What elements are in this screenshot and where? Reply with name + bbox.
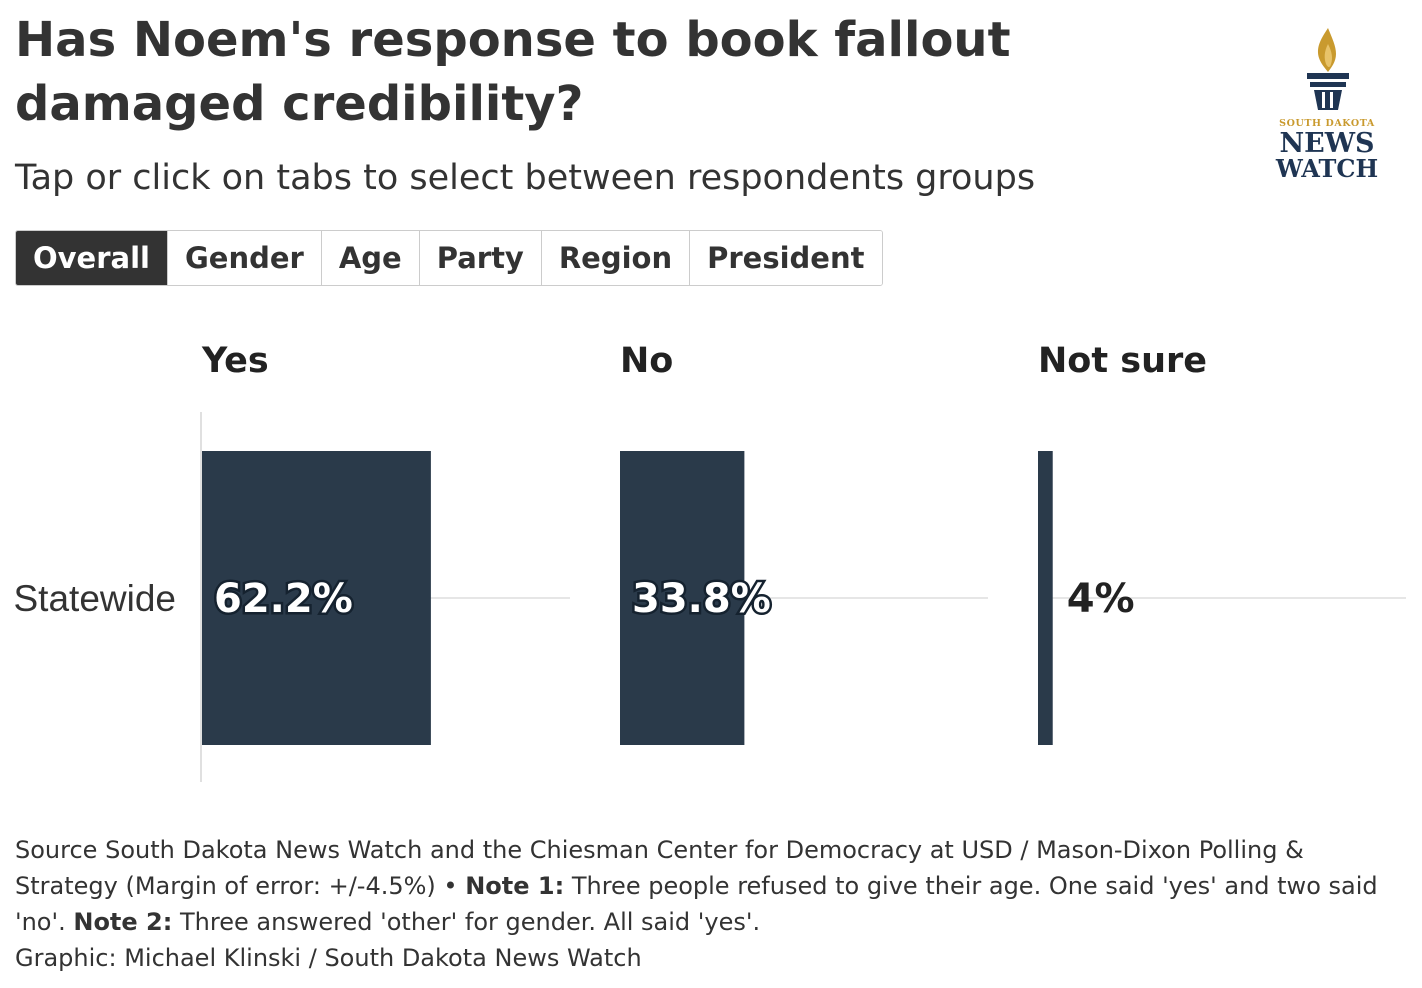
logo-line2: NEWS: [1279, 128, 1374, 159]
series-header: No: [620, 341, 673, 381]
bar[interactable]: [1038, 451, 1053, 745]
tab-president[interactable]: President: [690, 231, 882, 285]
note2-label: Note 2:: [73, 908, 173, 936]
source-text: South Dakota News Watch and the Chiesman…: [15, 836, 1304, 900]
note1-label: Note 1:: [465, 872, 565, 900]
logo-line3: WATCH: [1275, 154, 1378, 183]
data-label: 33.8%: [632, 576, 771, 622]
torch-icon: [1307, 28, 1349, 110]
source-label: Source: [15, 836, 98, 864]
tab-region[interactable]: Region: [541, 231, 691, 285]
tab-label: Region: [558, 241, 673, 275]
category-label: Statewide: [14, 578, 177, 619]
tab-label: Overall: [33, 241, 150, 275]
data-label: 4%: [1067, 576, 1135, 622]
respondent-group-tabs: Overall Gender Age Party Region Presiden…: [15, 230, 883, 286]
bar[interactable]: [620, 451, 745, 745]
note1-text: Three people refused to give their age. …: [15, 872, 1378, 936]
tab-party[interactable]: Party: [419, 231, 542, 285]
bar[interactable]: [202, 451, 431, 745]
data-label: 62.2%: [214, 576, 353, 622]
bar-chart: Statewide Yes 62.2% No 33.8% Not sure 4%: [14, 341, 1406, 782]
tab-gender[interactable]: Gender: [167, 231, 322, 285]
tab-label: President: [707, 241, 865, 275]
series-header: Yes: [201, 341, 269, 381]
tab-label: Party: [436, 241, 524, 275]
chart-footer: Source South Dakota News Watch and the C…: [15, 832, 1410, 976]
credit: Graphic: Michael Klinski / South Dakota …: [15, 944, 642, 972]
tab-age[interactable]: Age: [321, 231, 420, 285]
logo-line1: SOUTH DAKOTA: [1279, 118, 1375, 129]
news-watch-logo: SOUTH DAKOTA NEWS WATCH: [1275, 28, 1378, 183]
separator: •: [443, 872, 458, 900]
series-header: Not sure: [1038, 341, 1207, 381]
note2-text: Three answered 'other' for gender. All s…: [179, 908, 761, 936]
chart-subtitle: Tap or click on tabs to select between r…: [15, 158, 1036, 198]
tab-label: Age: [338, 241, 402, 275]
tab-overall[interactable]: Overall: [16, 231, 168, 285]
chart-title: Has Noem's response to book fallout dama…: [15, 12, 1011, 132]
tab-label: Gender: [184, 241, 304, 275]
